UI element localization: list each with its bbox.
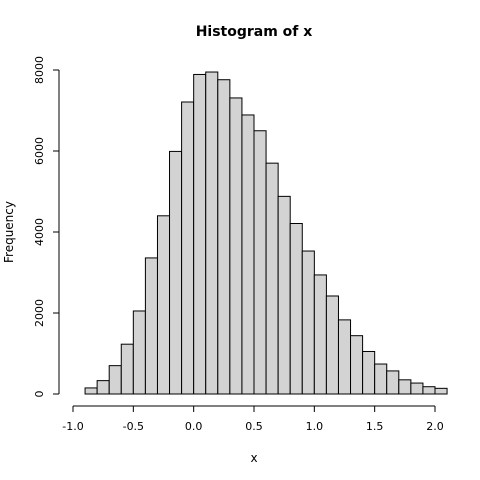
histogram-bar <box>277 195 291 395</box>
histogram-bar <box>253 130 267 395</box>
y-tick-label: 0 <box>33 391 46 398</box>
x-tick-label: 0.0 <box>185 420 203 433</box>
histogram-bar <box>181 101 195 395</box>
y-tick-label: 6000 <box>33 137 46 165</box>
x-axis: -1.0 -0.5 0.0 0.5 1.0 1.5 2.0 <box>62 405 444 433</box>
histogram-bar <box>398 379 412 395</box>
histogram-bar <box>241 114 255 395</box>
y-axis-title: Frequency <box>2 201 16 263</box>
histogram-bar <box>301 250 315 395</box>
histogram-bar <box>132 310 146 395</box>
histogram-bar <box>156 215 171 395</box>
histogram-bar <box>84 387 98 395</box>
histogram-bar <box>144 257 158 395</box>
histogram-bar <box>265 162 279 395</box>
histogram-bar <box>362 350 376 395</box>
x-tick-label: 1.5 <box>366 420 384 433</box>
histogram-bar <box>313 274 327 395</box>
x-tick-label: 0.5 <box>245 420 263 433</box>
histogram-bar <box>386 370 400 395</box>
histogram-bar <box>205 71 219 395</box>
histogram-bar <box>325 295 339 395</box>
x-tick-label: -0.5 <box>123 420 144 433</box>
histogram-bar <box>434 387 448 395</box>
y-axis: 0 2000 4000 6000 8000 <box>33 56 60 398</box>
histogram-bar <box>229 97 243 395</box>
histogram-bar <box>169 150 183 395</box>
x-axis-title: x <box>250 451 257 465</box>
histogram-bar <box>337 319 352 395</box>
histogram-bar <box>374 363 388 395</box>
histogram-bar <box>350 335 364 395</box>
histogram-bar <box>193 73 207 395</box>
histogram-bar <box>217 79 231 395</box>
histogram-bar <box>422 386 436 395</box>
bars-group <box>84 71 448 395</box>
y-tick-label: 4000 <box>33 218 46 246</box>
y-tick-label: 2000 <box>33 299 46 327</box>
histogram-bar <box>108 365 122 395</box>
histogram-bar <box>289 223 303 395</box>
x-tick-label: 1.0 <box>306 420 324 433</box>
histogram-bar <box>410 382 424 395</box>
y-tick-label: 8000 <box>33 56 46 84</box>
histogram-bar <box>96 380 110 395</box>
x-tick-label: -1.0 <box>62 420 83 433</box>
chart-title: Histogram of x <box>196 24 313 40</box>
x-tick-label: 2.0 <box>426 420 444 433</box>
histogram-bar <box>120 343 134 395</box>
